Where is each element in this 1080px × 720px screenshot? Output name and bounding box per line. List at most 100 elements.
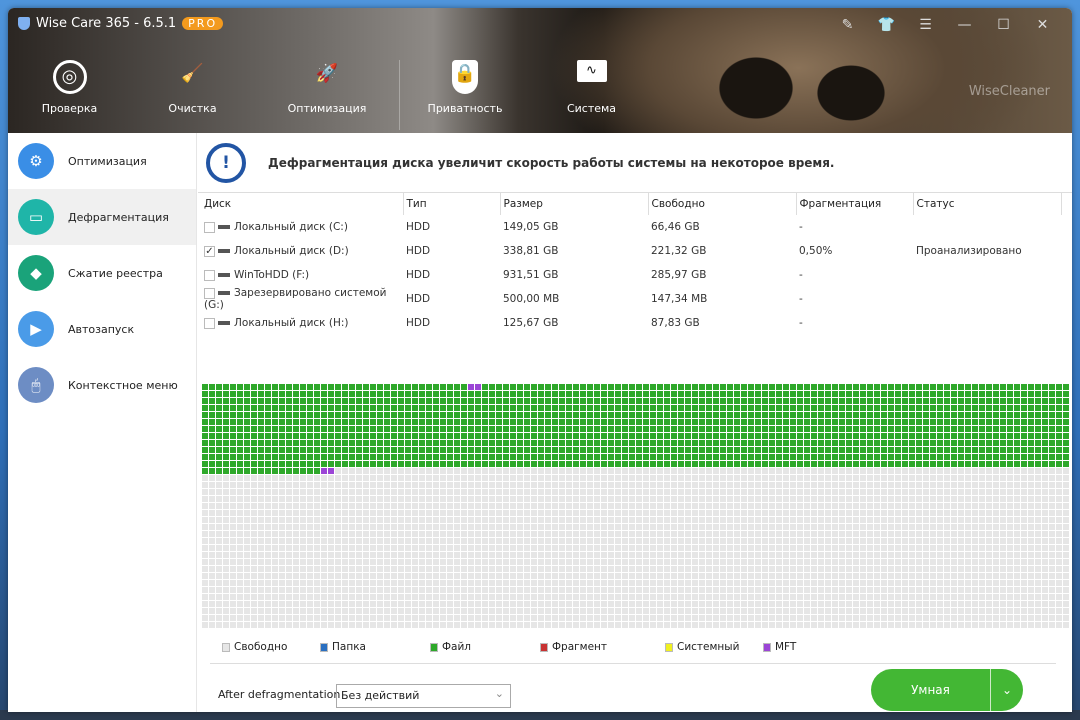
chevron-down-icon[interactable]: ⌄ bbox=[1001, 683, 1013, 697]
cluster-block-file bbox=[811, 405, 817, 411]
cluster-block-file bbox=[923, 391, 929, 397]
cluster-block-file bbox=[888, 447, 894, 453]
cluster-block-free bbox=[853, 503, 859, 509]
disk-checkbox[interactable] bbox=[204, 287, 215, 299]
cluster-block-free bbox=[650, 580, 656, 586]
cluster-block-free bbox=[594, 559, 600, 565]
cluster-block-file bbox=[258, 454, 264, 460]
cluster-block-file bbox=[559, 447, 565, 453]
cluster-block-free bbox=[475, 538, 481, 544]
nav-clean[interactable]: 🧹 Очистка bbox=[131, 60, 254, 115]
cluster-block-file bbox=[223, 405, 229, 411]
cluster-block-free bbox=[790, 580, 796, 586]
cluster-block-free bbox=[720, 594, 726, 600]
cluster-block-free bbox=[230, 587, 236, 593]
cluster-block-free bbox=[790, 482, 796, 488]
cluster-block-file bbox=[881, 412, 887, 418]
sidebar-item-registry[interactable]: ◆ Сжатие реестра bbox=[8, 245, 196, 301]
cluster-block-free bbox=[223, 615, 229, 621]
cluster-block-free bbox=[692, 531, 698, 537]
cluster-block-free bbox=[650, 559, 656, 565]
sidebar-item-context-menu[interactable]: 🖱 Контекстное меню bbox=[8, 357, 196, 413]
cluster-block-free bbox=[692, 475, 698, 481]
cluster-block-file bbox=[706, 447, 712, 453]
cluster-block-free bbox=[986, 482, 992, 488]
nav-system[interactable]: ∿ Система bbox=[530, 60, 653, 115]
col-disk[interactable]: Диск bbox=[201, 193, 404, 215]
table-row[interactable]: Локальный диск (C:) HDD 149,05 GB 66,46 GB - bbox=[201, 215, 1061, 239]
nav-check[interactable]: ◎ Проверка bbox=[8, 60, 131, 115]
cluster-block-file bbox=[265, 405, 271, 411]
cluster-block-file bbox=[1042, 419, 1048, 425]
table-row[interactable]: WinToHDD (F:) HDD 931,51 GB 285,97 GB - bbox=[201, 263, 1061, 287]
cluster-block-file bbox=[895, 398, 901, 404]
maximize-icon[interactable]: ☐ bbox=[997, 17, 1010, 33]
cluster-block-free bbox=[370, 482, 376, 488]
table-row[interactable]: ✓ Локальный диск (D:) HDD 338,81 GB 221,32 G… bbox=[201, 239, 1061, 263]
cluster-block-free bbox=[314, 601, 320, 607]
cluster-block-free bbox=[678, 545, 684, 551]
cluster-block-free bbox=[594, 573, 600, 579]
disk-checkbox[interactable]: ✓ bbox=[204, 245, 215, 257]
cluster-block-file bbox=[1014, 419, 1020, 425]
cluster-block-free bbox=[699, 601, 705, 607]
close-icon[interactable]: ✕ bbox=[1036, 17, 1049, 33]
nav-privacy[interactable]: 🔒 Приватность bbox=[400, 60, 530, 115]
cluster-block-free bbox=[279, 608, 285, 614]
col-type[interactable]: Тип bbox=[403, 193, 501, 215]
cluster-block-free bbox=[265, 594, 271, 600]
disk-checkbox[interactable] bbox=[204, 269, 215, 281]
cluster-block-file bbox=[293, 384, 299, 390]
cluster-block-free bbox=[216, 587, 222, 593]
cluster-block-free bbox=[272, 496, 278, 502]
col-size[interactable]: Размер bbox=[500, 193, 649, 215]
cluster-block-free bbox=[426, 510, 432, 516]
disk-checkbox[interactable] bbox=[204, 221, 215, 233]
cluster-block-free bbox=[706, 538, 712, 544]
cluster-block-free bbox=[356, 475, 362, 481]
skin-icon[interactable]: 👕 bbox=[877, 17, 896, 33]
cluster-block-free bbox=[839, 468, 845, 474]
cluster-block-free bbox=[321, 517, 327, 523]
cluster-block-free bbox=[1035, 468, 1041, 474]
cluster-block-free bbox=[867, 517, 873, 523]
disk-checkbox[interactable] bbox=[204, 317, 215, 329]
cluster-block-file bbox=[223, 426, 229, 432]
cluster-block-file bbox=[804, 398, 810, 404]
cluster-block-free bbox=[643, 510, 649, 516]
cluster-block-file bbox=[566, 405, 572, 411]
minimize-icon[interactable]: — bbox=[957, 17, 972, 33]
cluster-block-file bbox=[314, 468, 320, 474]
after-defrag-select[interactable]: Без действий ⌄ bbox=[336, 684, 511, 708]
table-row[interactable]: Зарезервировано системой (G:) HDD 500,00 M… bbox=[201, 287, 1061, 311]
cluster-block-free bbox=[286, 552, 292, 558]
cluster-block-free bbox=[699, 622, 705, 628]
cluster-block-free bbox=[321, 573, 327, 579]
cluster-block-free bbox=[909, 608, 915, 614]
cluster-block-free bbox=[685, 545, 691, 551]
col-frag[interactable]: Фрагментация bbox=[796, 193, 914, 215]
smart-optimize-button[interactable]: Умная оптимизация ⌄ bbox=[871, 669, 1023, 711]
cluster-block-free bbox=[328, 517, 334, 523]
cluster-block-free bbox=[979, 538, 985, 544]
nav-optimize[interactable]: 🚀 Оптимизация bbox=[254, 60, 400, 130]
table-row[interactable]: Локальный диск (H:) HDD 125,67 GB 87,83 GB - bbox=[201, 311, 1061, 335]
col-free[interactable]: Свободно bbox=[648, 193, 797, 215]
cluster-block-free bbox=[1049, 566, 1055, 572]
cluster-block-file bbox=[314, 440, 320, 446]
cluster-block-free bbox=[867, 510, 873, 516]
cluster-block-free bbox=[629, 587, 635, 593]
cluster-block-free bbox=[923, 608, 929, 614]
sidebar-item-startup[interactable]: ▶ Автозапуск bbox=[8, 301, 196, 357]
col-status[interactable]: Статус bbox=[913, 193, 1062, 215]
cluster-block-free bbox=[216, 552, 222, 558]
cluster-block-free bbox=[902, 608, 908, 614]
smart-optimize-label[interactable]: Умная оптимизация bbox=[871, 669, 991, 711]
feedback-icon[interactable]: ✎ bbox=[841, 17, 854, 33]
sidebar-item-defrag[interactable]: ▭ Дефрагментация bbox=[8, 189, 196, 245]
sidebar-item-optimization[interactable]: ⚙ Оптимизация bbox=[8, 133, 196, 189]
cluster-block-file bbox=[321, 447, 327, 453]
menu-icon[interactable]: ☰ bbox=[919, 17, 932, 33]
cluster-block-free bbox=[839, 573, 845, 579]
cluster-block-free bbox=[538, 594, 544, 600]
